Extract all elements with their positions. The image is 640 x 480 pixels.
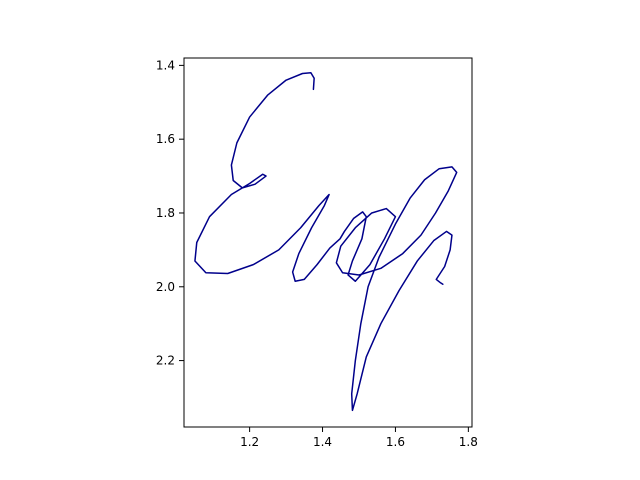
series-line (194, 72, 458, 412)
x-tick-label: 1.8 (459, 435, 478, 449)
x-tick-label: 1.6 (386, 435, 405, 449)
x-axis: 1.2 1.4 1.6 1.8 (240, 427, 478, 449)
plot-area (184, 58, 472, 427)
plot-frame (183, 57, 473, 428)
y-tick-label: 1.8 (156, 206, 175, 220)
y-axis: 1.4 1.6 1.8 2.0 2.2 (156, 58, 184, 368)
y-tick-label: 2.0 (156, 280, 175, 294)
x-tick-label: 1.4 (313, 435, 332, 449)
x-tick-label: 1.2 (240, 435, 259, 449)
y-tick-label: 2.2 (156, 354, 175, 368)
y-tick-label: 1.6 (156, 132, 175, 146)
y-tick-label: 1.4 (156, 58, 175, 72)
